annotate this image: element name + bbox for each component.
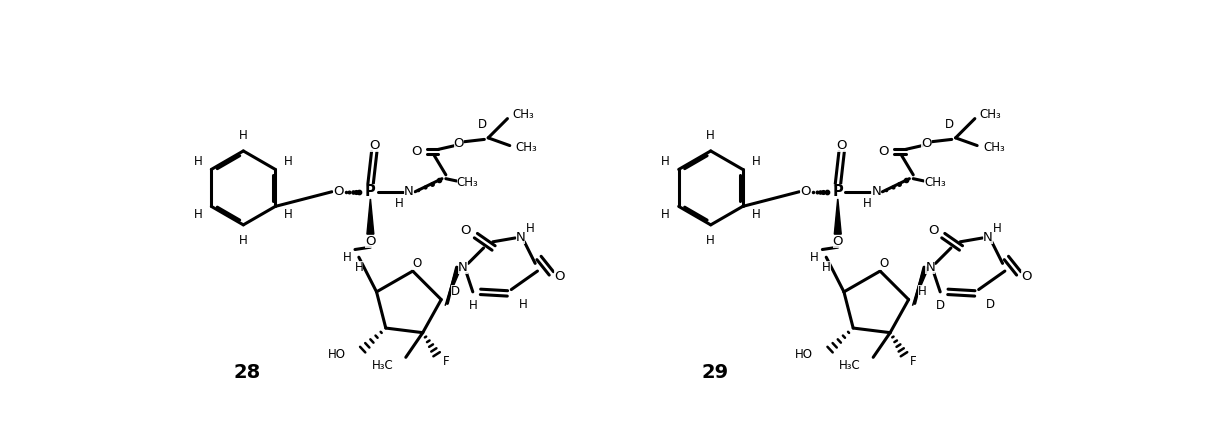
Text: 28: 28 bbox=[233, 363, 261, 382]
Text: H: H bbox=[863, 197, 872, 210]
Text: O: O bbox=[333, 185, 344, 198]
Text: N: N bbox=[516, 231, 526, 245]
Text: O: O bbox=[836, 139, 847, 152]
Text: D: D bbox=[450, 285, 460, 298]
Text: H₃C: H₃C bbox=[839, 358, 861, 372]
Text: CH₃: CH₃ bbox=[512, 108, 534, 121]
Text: H: H bbox=[284, 208, 293, 221]
Text: O: O bbox=[800, 185, 811, 198]
Text: N: N bbox=[404, 185, 414, 198]
Text: H₃C: H₃C bbox=[371, 358, 393, 372]
Text: O: O bbox=[412, 257, 421, 270]
Text: H: H bbox=[993, 222, 1002, 235]
Text: CH₃: CH₃ bbox=[980, 108, 1002, 121]
Text: H: H bbox=[660, 208, 670, 221]
Text: H: H bbox=[707, 129, 715, 142]
Polygon shape bbox=[913, 266, 929, 306]
Text: O: O bbox=[412, 145, 421, 158]
Text: H: H bbox=[342, 251, 352, 264]
Text: O: O bbox=[554, 270, 565, 283]
Text: D: D bbox=[986, 299, 994, 311]
Text: F: F bbox=[910, 355, 917, 369]
Text: D: D bbox=[477, 117, 487, 131]
Text: N: N bbox=[872, 185, 881, 198]
Text: CH₃: CH₃ bbox=[983, 140, 1005, 154]
Text: H: H bbox=[707, 234, 715, 247]
Text: N: N bbox=[925, 261, 935, 274]
Text: HO: HO bbox=[328, 349, 346, 361]
Text: H: H bbox=[810, 251, 819, 264]
Text: O: O bbox=[921, 137, 931, 150]
Text: O: O bbox=[1021, 270, 1032, 283]
Text: H: H bbox=[193, 155, 203, 168]
Text: N: N bbox=[458, 261, 467, 274]
Text: CH₃: CH₃ bbox=[456, 176, 478, 189]
Text: O: O bbox=[369, 139, 380, 152]
Text: D: D bbox=[936, 299, 944, 312]
Text: 29: 29 bbox=[700, 363, 728, 382]
Text: O: O bbox=[365, 235, 375, 249]
Text: H: H bbox=[751, 208, 760, 221]
Text: H: H bbox=[284, 155, 293, 168]
Text: H: H bbox=[354, 261, 363, 274]
Text: H: H bbox=[751, 155, 760, 168]
Text: O: O bbox=[454, 137, 464, 150]
Text: CH₃: CH₃ bbox=[924, 176, 946, 189]
Text: O: O bbox=[927, 224, 938, 237]
Text: H: H bbox=[660, 155, 670, 168]
Text: HO: HO bbox=[795, 349, 813, 361]
Text: H: H bbox=[193, 208, 203, 221]
Text: O: O bbox=[879, 145, 889, 158]
Text: H: H bbox=[469, 299, 477, 312]
Text: F: F bbox=[443, 355, 449, 369]
Text: H: H bbox=[526, 222, 534, 235]
Text: P: P bbox=[365, 184, 376, 199]
Text: P: P bbox=[833, 184, 844, 199]
Text: O: O bbox=[833, 235, 843, 249]
Text: CH₃: CH₃ bbox=[516, 140, 538, 154]
Text: D: D bbox=[944, 117, 954, 131]
Text: O: O bbox=[879, 257, 889, 270]
Text: H: H bbox=[918, 285, 926, 298]
Text: H: H bbox=[239, 234, 248, 247]
Text: O: O bbox=[460, 224, 471, 237]
Polygon shape bbox=[367, 198, 374, 234]
Text: N: N bbox=[983, 231, 993, 245]
Text: H: H bbox=[518, 299, 527, 311]
Polygon shape bbox=[834, 198, 841, 234]
Polygon shape bbox=[446, 266, 461, 306]
Text: H: H bbox=[822, 261, 830, 274]
Text: H: H bbox=[396, 197, 404, 210]
Text: H: H bbox=[239, 129, 248, 142]
